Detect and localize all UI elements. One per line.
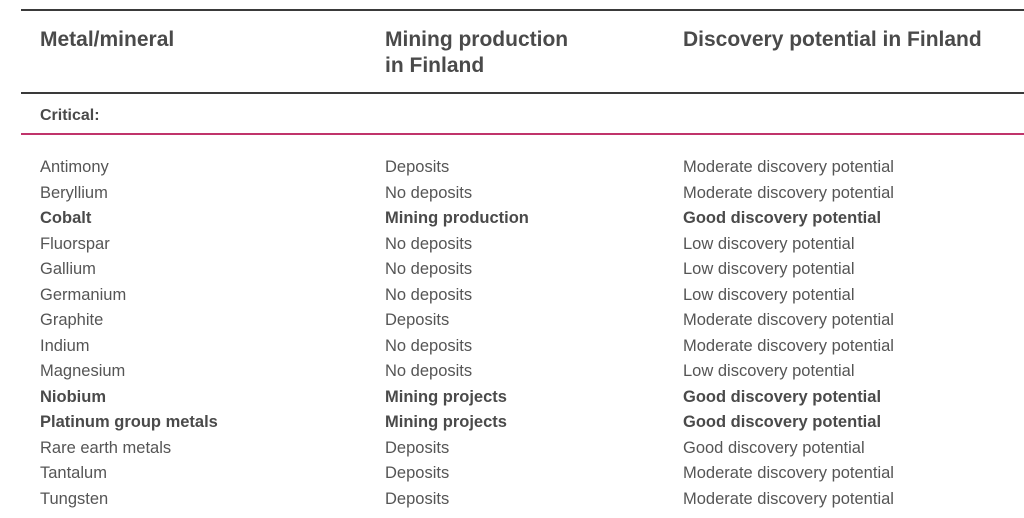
cell-metal: Cobalt	[40, 209, 92, 227]
table-row: Indium No deposits Moderate discovery pote…	[0, 334, 1024, 360]
cell-potential: Low discovery potential	[683, 362, 855, 380]
cell-metal: Tantalum	[40, 464, 107, 482]
cell-production: Deposits	[385, 311, 450, 329]
table-row: Magnesium No deposits Low discovery potent…	[0, 359, 1024, 385]
cell-potential: Moderate discovery potential	[683, 489, 894, 508]
table-row: Niobium Mining projects Good discovery pot…	[0, 385, 1024, 411]
header-metal-mineral: Metal/mineral	[40, 28, 175, 51]
table-row: Germanium No deposits Low discovery potent…	[0, 283, 1024, 309]
cell-production: Mining production	[385, 209, 529, 227]
header-bottom-rule	[21, 92, 1024, 94]
cell-potential: Low discovery potential	[683, 234, 855, 253]
table-row: Tantalum Deposits Moderate discovery poten…	[0, 461, 1024, 487]
cell-potential: Good discovery potential	[683, 438, 865, 457]
cell-potential: Good discovery potential	[683, 387, 882, 406]
cell-potential: Low discovery potential	[683, 260, 855, 278]
table-row: Cobalt Mining production Good discovery po…	[0, 206, 1024, 232]
cell-potential: Moderate discovery potential	[683, 183, 894, 202]
cell-metal: Rare earth metals	[40, 438, 172, 457]
cell-metal: Antimony	[40, 158, 109, 176]
cell-potential: Good discovery potential	[683, 413, 882, 431]
table-row: Gallium No deposits Low discovery potentia…	[0, 257, 1024, 283]
table-top-rule	[21, 9, 1024, 11]
cell-metal: Germanium	[40, 285, 127, 304]
table-row: Rare earth metals Deposits Good discovery …	[0, 436, 1024, 462]
cell-potential: Moderate discovery potential	[683, 464, 894, 482]
section-label-critical: Critical:	[40, 107, 100, 124]
cell-production: Deposits	[385, 464, 450, 482]
cell-production: No deposits	[385, 336, 473, 355]
cell-potential: Good discovery potential	[683, 209, 882, 227]
cell-potential: Moderate discovery potential	[683, 158, 894, 176]
cell-metal: Tungsten	[40, 489, 109, 508]
cell-metal: Indium	[40, 336, 90, 355]
header-discovery-potential: Discovery potential in Finland	[683, 28, 982, 51]
cell-production: No deposits	[385, 183, 473, 202]
cell-production: No deposits	[385, 285, 473, 304]
cell-potential: Moderate discovery potential	[683, 311, 894, 329]
cell-metal: Graphite	[40, 311, 104, 329]
table-row: Tungsten Deposits Moderate discovery poten…	[0, 487, 1024, 513]
cell-metal: Magnesium	[40, 362, 126, 380]
cell-production: Deposits	[385, 158, 450, 176]
cell-metal: Beryllium	[40, 183, 108, 202]
cell-production: Deposits	[385, 438, 450, 457]
cell-metal: Fluorspar	[40, 234, 110, 253]
cell-production: Mining projects	[385, 387, 507, 406]
cell-metal: Platinum group metals	[40, 413, 218, 431]
cell-metal: Niobium	[40, 387, 106, 406]
cell-production: Mining projects	[385, 413, 507, 431]
table-row: Beryllium No deposits Moderate discovery p…	[0, 181, 1024, 207]
table-row: Graphite Deposits Moderate discovery poten…	[0, 308, 1024, 334]
table-row: Fluorspar No deposits Low discovery potent…	[0, 232, 1024, 258]
table-row: Platinum group metals Mining projects Good…	[0, 410, 1024, 436]
cell-production: No deposits	[385, 234, 473, 253]
section-accent-rule	[21, 133, 1024, 135]
cell-potential: Low discovery potential	[683, 285, 855, 304]
cell-production: No deposits	[385, 362, 473, 380]
cell-production: No deposits	[385, 260, 473, 278]
table-body: Antimony Deposits Moderate discovery poten…	[0, 155, 1024, 512]
cell-metal: Gallium	[40, 260, 96, 278]
header-mining-production: Mining production in Finland	[385, 28, 569, 77]
table-row: Antimony Deposits Moderate discovery poten…	[0, 155, 1024, 181]
cell-potential: Moderate discovery potential	[683, 336, 894, 355]
cell-production: Deposits	[385, 489, 450, 508]
